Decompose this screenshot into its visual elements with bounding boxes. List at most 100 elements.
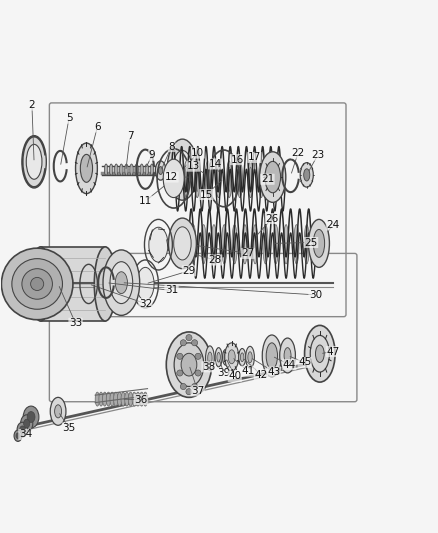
Text: 24: 24 [325, 220, 339, 230]
Text: 32: 32 [138, 298, 152, 309]
Ellipse shape [139, 392, 144, 406]
Bar [41, 247, 105, 321]
Ellipse shape [181, 353, 196, 376]
Text: 33: 33 [69, 318, 82, 328]
Ellipse shape [135, 392, 140, 406]
Ellipse shape [174, 343, 203, 386]
Ellipse shape [300, 163, 313, 187]
Ellipse shape [194, 161, 199, 198]
Circle shape [177, 370, 183, 376]
Text: 14: 14 [208, 159, 221, 169]
Text: 41: 41 [240, 366, 254, 376]
Ellipse shape [247, 161, 253, 198]
Text: 6: 6 [94, 122, 100, 132]
Ellipse shape [304, 325, 334, 382]
Ellipse shape [99, 392, 103, 406]
Ellipse shape [113, 392, 118, 406]
Ellipse shape [259, 152, 285, 203]
Ellipse shape [238, 167, 240, 191]
Text: 31: 31 [165, 286, 178, 295]
Ellipse shape [206, 167, 208, 191]
Ellipse shape [265, 343, 277, 369]
Ellipse shape [304, 224, 309, 264]
Text: 40: 40 [228, 372, 241, 382]
Circle shape [1, 248, 73, 320]
Ellipse shape [50, 398, 66, 425]
Ellipse shape [237, 161, 242, 198]
Ellipse shape [247, 352, 252, 362]
Circle shape [12, 259, 62, 309]
Ellipse shape [279, 338, 295, 373]
Circle shape [191, 340, 197, 346]
Ellipse shape [23, 406, 39, 428]
Circle shape [180, 383, 186, 390]
Ellipse shape [221, 224, 226, 264]
Ellipse shape [228, 350, 235, 364]
Ellipse shape [216, 352, 220, 362]
Ellipse shape [132, 392, 136, 406]
Ellipse shape [128, 392, 132, 406]
Ellipse shape [315, 345, 323, 362]
Text: 38: 38 [201, 362, 215, 372]
Ellipse shape [310, 335, 328, 372]
Ellipse shape [283, 224, 288, 264]
Text: 8: 8 [168, 142, 174, 151]
Text: 15: 15 [199, 190, 212, 199]
Ellipse shape [104, 164, 108, 175]
Ellipse shape [215, 161, 221, 198]
Ellipse shape [163, 159, 184, 198]
Text: 2: 2 [28, 100, 35, 110]
Ellipse shape [54, 405, 61, 418]
Ellipse shape [211, 224, 216, 264]
Text: 21: 21 [260, 174, 273, 184]
Ellipse shape [238, 349, 245, 366]
Ellipse shape [231, 224, 237, 264]
Ellipse shape [119, 164, 123, 175]
Ellipse shape [80, 155, 92, 182]
Ellipse shape [308, 220, 328, 268]
Ellipse shape [140, 164, 143, 175]
Ellipse shape [207, 352, 212, 364]
Ellipse shape [217, 167, 219, 191]
Text: 7: 7 [127, 131, 133, 141]
Text: 35: 35 [62, 423, 75, 433]
Ellipse shape [24, 419, 30, 428]
Text: 45: 45 [297, 358, 311, 367]
Ellipse shape [173, 227, 191, 260]
Ellipse shape [224, 343, 238, 371]
Ellipse shape [117, 392, 121, 406]
Ellipse shape [148, 227, 168, 262]
Ellipse shape [20, 426, 25, 433]
Ellipse shape [259, 167, 262, 191]
Circle shape [185, 335, 191, 341]
Ellipse shape [252, 224, 257, 264]
Text: 13: 13 [186, 161, 199, 171]
Ellipse shape [205, 346, 214, 370]
Ellipse shape [222, 350, 228, 365]
Text: 44: 44 [282, 360, 295, 370]
Text: 23: 23 [310, 150, 324, 160]
Text: 43: 43 [267, 367, 280, 377]
Ellipse shape [264, 161, 280, 193]
Ellipse shape [184, 161, 189, 198]
Ellipse shape [16, 433, 20, 439]
Ellipse shape [261, 335, 281, 377]
Ellipse shape [258, 161, 263, 198]
Ellipse shape [109, 164, 113, 175]
Text: 16: 16 [230, 155, 243, 165]
Ellipse shape [27, 411, 35, 423]
Ellipse shape [249, 167, 251, 191]
Circle shape [185, 389, 191, 395]
Ellipse shape [226, 161, 231, 198]
Ellipse shape [283, 348, 290, 364]
Ellipse shape [103, 250, 139, 316]
Ellipse shape [110, 392, 114, 406]
Ellipse shape [223, 353, 226, 361]
Text: 47: 47 [325, 346, 339, 357]
Text: 26: 26 [265, 214, 278, 223]
Ellipse shape [167, 139, 197, 200]
Ellipse shape [124, 392, 129, 406]
Text: 30: 30 [308, 290, 321, 300]
Ellipse shape [205, 161, 210, 198]
Circle shape [180, 340, 186, 346]
